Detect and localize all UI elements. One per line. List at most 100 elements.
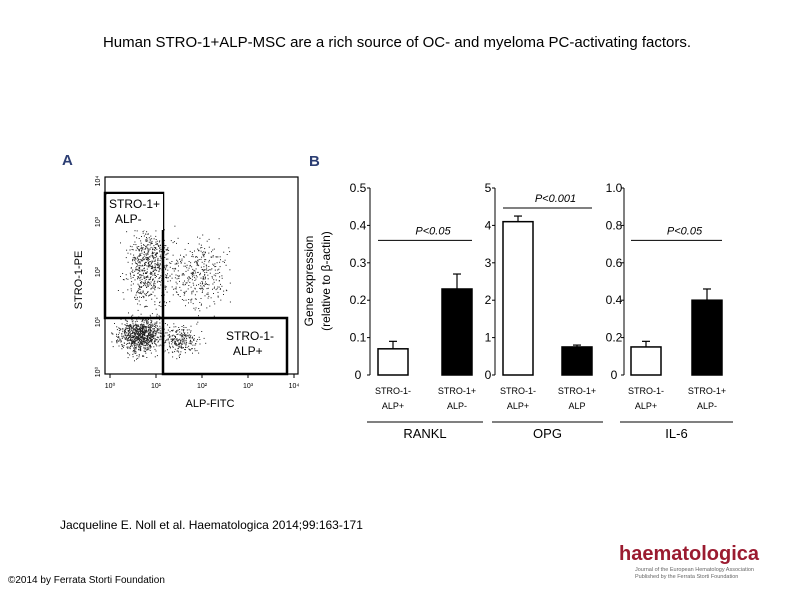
scatter-dot: [150, 263, 152, 265]
y-tick-label: 0: [485, 368, 492, 382]
scatter-dot: [188, 299, 190, 300]
scatter-dot: [133, 347, 135, 349]
bar-chart-rankl: 00.10.20.30.40.5STRO-1-ALP+STRO-1+ALP-P<…: [350, 181, 483, 441]
scatter-dot: [198, 250, 200, 252]
scatter-dot: [139, 267, 141, 268]
scatter-dot: [142, 332, 144, 334]
scatter-dot: [145, 295, 147, 297]
scatter-dot: [176, 350, 178, 352]
scatter-dot: [128, 325, 130, 327]
scatter-dot: [217, 296, 219, 298]
scatter-dot: [146, 265, 148, 267]
scatter-dot: [140, 343, 142, 345]
scatter-dot: [152, 249, 154, 251]
scatter-dot: [183, 284, 185, 286]
scatter-dot: [159, 339, 161, 341]
scatter-dot: [185, 346, 186, 348]
citation: Jacqueline E. Noll et al. Haematologica …: [60, 518, 363, 532]
scatter-dot: [200, 247, 202, 249]
scatter-dot: [167, 247, 169, 249]
scatter-dot: [139, 335, 141, 337]
scatter-dot: [183, 294, 185, 296]
scatter-dot: [146, 286, 148, 288]
scatter-dot: [170, 263, 172, 264]
scatter-dot: [138, 250, 140, 252]
scatter-dot: [158, 265, 160, 267]
scatter-dot: [116, 340, 117, 342]
scatter-dot: [201, 252, 203, 254]
scatter-dot: [165, 258, 167, 260]
scatter-dot: [193, 273, 195, 275]
scatter-dot: [142, 256, 144, 258]
scatter-dot: [147, 336, 149, 338]
scatter-dot: [178, 278, 180, 279]
scatter-dot: [138, 300, 140, 302]
scatter-dot: [178, 351, 180, 353]
scatter-dot: [178, 339, 180, 341]
scatter-dot: [168, 334, 170, 335]
scatter-dot: [210, 269, 212, 271]
scatter-dot: [154, 335, 156, 337]
scatter-dot: [182, 340, 184, 342]
scatter-dot: [138, 284, 140, 286]
scatter-dot: [215, 266, 217, 267]
scatter-dot: [142, 331, 144, 333]
scatter-dot: [145, 256, 147, 258]
flow-ytick-label: 10²: [95, 266, 102, 277]
scatter-dot: [149, 264, 150, 266]
flow-ylabel: STRO-1-PE: [73, 251, 85, 310]
scatter-dot: [124, 335, 126, 337]
scatter-dot: [151, 251, 153, 253]
scatter-dot: [112, 333, 114, 335]
scatter-dot: [187, 280, 189, 282]
scatter-dot: [136, 262, 138, 264]
scatter-dot: [128, 333, 130, 335]
scatter-dot: [146, 258, 148, 260]
scatter-dot: [183, 334, 185, 336]
scatter-dot: [208, 259, 210, 261]
scatter-dot: [128, 347, 130, 349]
category-label-line1: STRO-1-: [628, 386, 664, 396]
scatter-dot: [149, 277, 151, 278]
scatter-dot: [179, 258, 181, 260]
scatter-dot: [147, 285, 149, 287]
scatter-dot: [134, 333, 136, 335]
scatter-dot: [137, 325, 139, 327]
scatter-dot: [148, 339, 149, 341]
scatter-dot: [133, 350, 135, 351]
scatter-dot: [197, 259, 199, 261]
scatter-dot: [139, 265, 141, 267]
scatter-dot: [180, 335, 182, 336]
scatter-dot: [189, 342, 191, 344]
scatter-dot: [157, 243, 159, 245]
scatter-dot: [212, 255, 214, 257]
scatter-dot: [195, 307, 197, 309]
scatter-dot: [142, 343, 144, 345]
scatter-dot: [135, 325, 137, 327]
scatter-dot: [172, 242, 174, 244]
scatter-dot: [192, 256, 194, 258]
journal-logo: haematologica Journal of the European He…: [605, 543, 794, 583]
scatter-dot: [160, 264, 162, 266]
scatter-dot: [144, 341, 146, 343]
scatter-dot: [171, 261, 173, 262]
scatter-dot: [139, 279, 141, 281]
scatter-dot: [143, 337, 145, 339]
scatter-dot: [192, 337, 194, 339]
scatter-dot: [111, 341, 113, 343]
scatter-dot: [138, 356, 140, 358]
scatter-dot: [144, 333, 146, 335]
scatter-dot: [152, 270, 154, 272]
scatter-dot: [128, 342, 130, 344]
scatter-dot: [141, 269, 143, 271]
scatter-dot: [218, 268, 220, 270]
scatter-dot: [130, 288, 132, 290]
scatter-dot: [164, 251, 166, 253]
scatter-dot: [151, 287, 153, 289]
scatter-dot: [146, 341, 148, 343]
scatter-dot: [147, 260, 149, 262]
scatter-dot: [137, 265, 139, 267]
scatter-dot: [167, 334, 169, 336]
scatter-dot: [203, 277, 204, 279]
scatter-dot: [165, 276, 166, 278]
